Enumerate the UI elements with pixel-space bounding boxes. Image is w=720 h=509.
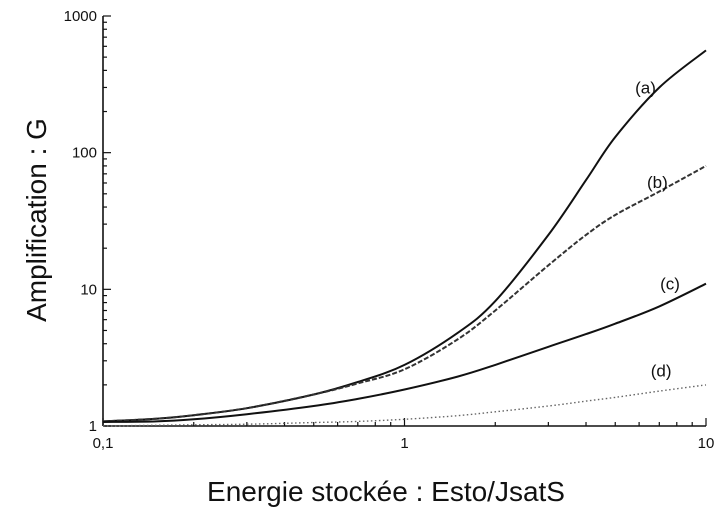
series-label-b: (b) (647, 173, 668, 192)
series-label-c: (c) (660, 274, 680, 293)
x-tick-label: 0,1 (93, 435, 114, 452)
y-axis-title: Amplification : G (21, 118, 52, 322)
x-tick-label: 1 (400, 435, 408, 452)
y-tick-label: 100 (72, 145, 97, 162)
series-line-b (102, 165, 707, 423)
y-tick-label: 10 (80, 281, 97, 298)
x-tick-label: 10 (698, 435, 715, 452)
y-tick-label: 1 (89, 418, 97, 435)
series-group (102, 49, 707, 427)
series-line-c (102, 282, 707, 423)
y-tick-label: 1000 (64, 8, 97, 25)
series-labels: (a) (b) (c) (d) (635, 79, 680, 381)
series-label-a: (a) (635, 79, 656, 98)
series-line-d (102, 384, 707, 427)
x-axis-title: Energie stockée : Esto/JsatS (207, 476, 565, 507)
series-line-a (102, 49, 707, 423)
series-label-d: (d) (651, 362, 672, 381)
